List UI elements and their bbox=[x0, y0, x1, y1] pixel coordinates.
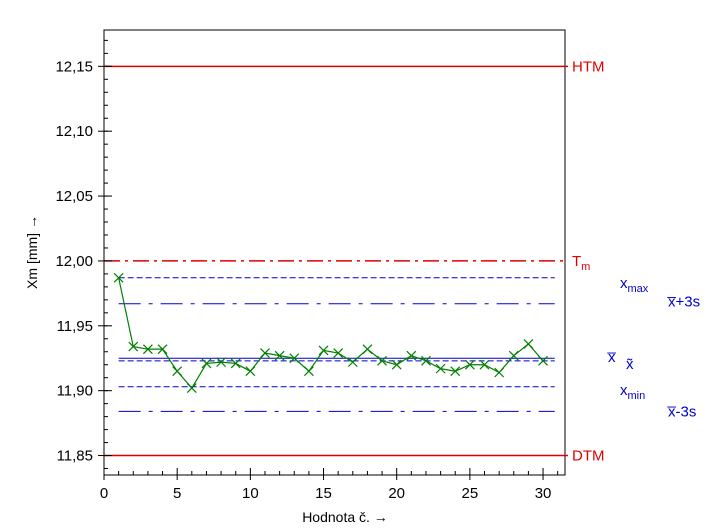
x-tick-label: 15 bbox=[315, 485, 332, 502]
data-point bbox=[435, 363, 446, 374]
reference-label-subscript: min bbox=[628, 390, 646, 402]
data-point-stroke bbox=[128, 341, 139, 352]
data-point-stroke bbox=[201, 358, 212, 369]
data-point-stroke bbox=[435, 363, 446, 374]
data-point-stroke bbox=[391, 359, 402, 370]
x-tick-label: 5 bbox=[173, 485, 181, 502]
data-point bbox=[421, 355, 431, 366]
data-point-stroke bbox=[157, 344, 168, 355]
data-point-stroke bbox=[523, 339, 534, 349]
data-point-stroke bbox=[450, 366, 461, 377]
data-point-stroke bbox=[289, 353, 300, 364]
data-point-stroke bbox=[347, 357, 358, 368]
y-tick-label: 12,10 bbox=[55, 123, 93, 140]
data-point-stroke bbox=[186, 383, 197, 394]
reference-label: xmin bbox=[620, 382, 645, 402]
data-point-stroke bbox=[479, 359, 490, 370]
y-tick-label: 11,90 bbox=[57, 383, 93, 400]
data-point bbox=[377, 355, 387, 366]
data-point-stroke bbox=[172, 366, 183, 377]
data-point-stroke bbox=[245, 366, 256, 377]
data-point bbox=[245, 366, 256, 377]
data-point-stroke bbox=[113, 272, 124, 283]
x-axis-label: Hodnota č. → bbox=[302, 509, 388, 525]
data-point bbox=[494, 367, 505, 378]
reference-label-subscript: max bbox=[628, 283, 649, 295]
data-point bbox=[172, 366, 183, 377]
data-point-stroke bbox=[421, 355, 431, 366]
y-axis-label: Xm [mm] → bbox=[24, 215, 40, 289]
data-point bbox=[157, 344, 168, 355]
data-point-stroke bbox=[274, 350, 285, 361]
data-point bbox=[230, 358, 241, 369]
data-point-stroke bbox=[260, 348, 270, 358]
data-point bbox=[289, 353, 300, 364]
series-line bbox=[118, 277, 544, 390]
data-point bbox=[450, 366, 461, 377]
data-point bbox=[391, 359, 402, 370]
data-point bbox=[128, 341, 139, 352]
data-series bbox=[113, 272, 548, 394]
reference-label: HTM bbox=[572, 58, 605, 75]
data-point bbox=[142, 344, 153, 355]
reference-label-subscript: m bbox=[581, 261, 590, 273]
y-tick-label: 11,95 bbox=[57, 318, 93, 335]
data-point bbox=[216, 357, 227, 368]
y-tick-label: 12,00 bbox=[55, 253, 93, 270]
reference-label: Tm bbox=[572, 253, 590, 273]
data-point bbox=[186, 383, 197, 394]
y-tick-label: 12,15 bbox=[55, 58, 93, 75]
data-point bbox=[201, 358, 212, 369]
data-point bbox=[508, 350, 519, 361]
data-point-stroke bbox=[406, 350, 417, 361]
data-point bbox=[479, 359, 490, 370]
data-point-stroke bbox=[216, 357, 227, 368]
reference-label: x̃ bbox=[626, 356, 634, 373]
data-point bbox=[274, 350, 285, 361]
reference-label: x̅+3s bbox=[667, 294, 700, 311]
axes: 0 5 10 15 20 25 30 11,85 11,90 11,95 12,00 12,05 12,… bbox=[55, 39, 559, 502]
data-point-stroke bbox=[538, 355, 548, 366]
y-tick-label: 12,05 bbox=[55, 188, 93, 205]
x-tick-label: 25 bbox=[462, 485, 479, 502]
x-tick-label: 20 bbox=[388, 485, 405, 502]
plot-frame bbox=[103, 29, 566, 476]
data-point bbox=[113, 272, 124, 283]
data-point bbox=[347, 357, 358, 368]
y-tick-label: 11,85 bbox=[57, 448, 93, 465]
data-point-stroke bbox=[318, 345, 329, 356]
reference-label: xmax bbox=[620, 275, 649, 295]
reference-labels: HTM Tm DTM xmax x̅+3s x̅ x̃ xmin x̅-3s bbox=[572, 58, 700, 464]
data-point-stroke bbox=[494, 367, 505, 378]
x-tick-label: 0 bbox=[100, 485, 108, 502]
data-point-stroke bbox=[303, 366, 314, 377]
data-point bbox=[362, 344, 373, 355]
data-point-stroke bbox=[464, 359, 475, 370]
data-point bbox=[464, 359, 475, 370]
data-point-stroke bbox=[508, 350, 519, 361]
data-point-stroke bbox=[362, 344, 373, 355]
data-point bbox=[523, 339, 534, 349]
data-point-stroke bbox=[230, 358, 241, 369]
reference-label: x̅ bbox=[607, 349, 617, 366]
reference-label: x̅-3s bbox=[667, 403, 697, 420]
x-tick-label: 10 bbox=[242, 485, 259, 502]
reference-label: DTM bbox=[572, 448, 605, 465]
data-point-stroke bbox=[142, 344, 153, 355]
data-point-stroke bbox=[377, 355, 387, 366]
data-point bbox=[406, 350, 417, 361]
x-tick-label: 30 bbox=[535, 485, 552, 502]
data-point bbox=[260, 348, 270, 358]
data-point bbox=[318, 345, 329, 356]
data-point bbox=[333, 348, 344, 358]
reference-lines bbox=[104, 65, 568, 457]
data-point bbox=[538, 355, 548, 366]
data-point bbox=[303, 366, 314, 377]
data-point-stroke bbox=[333, 348, 344, 358]
